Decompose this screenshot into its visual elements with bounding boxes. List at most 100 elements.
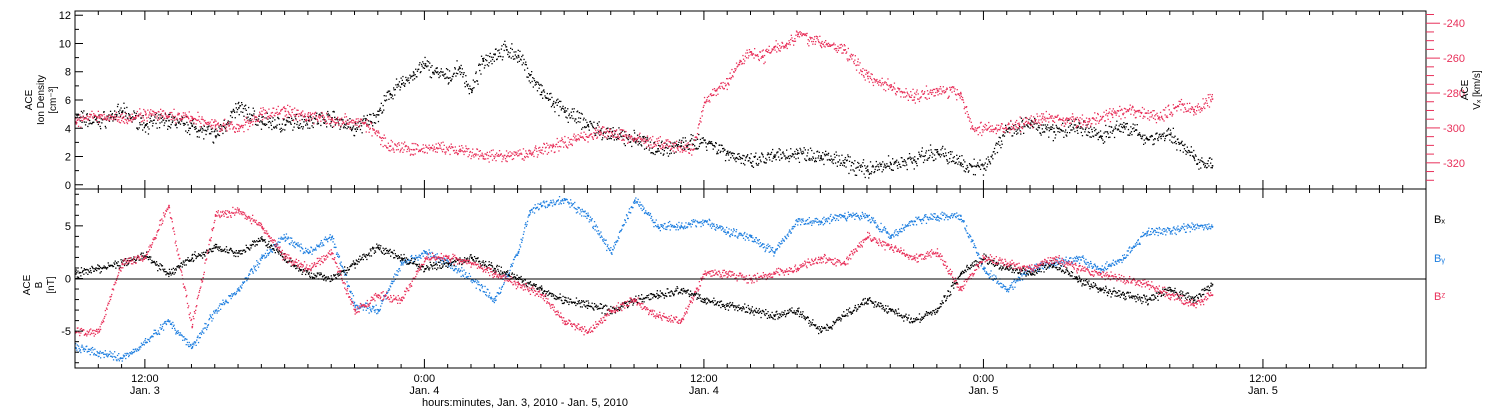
vx-point: [262, 107, 264, 109]
vx-point: [706, 96, 709, 99]
vx-point: [338, 119, 341, 121]
ion-density-point: [1000, 140, 1003, 142]
by-point: [261, 254, 263, 256]
ion-density-point: [426, 60, 428, 62]
vx-point: [1014, 124, 1016, 126]
vx-point: [1194, 106, 1197, 108]
ion-density-point: [1104, 131, 1106, 133]
by-point: [160, 324, 162, 326]
ion-density-point: [1097, 133, 1099, 135]
by-point: [242, 282, 244, 284]
by-point: [490, 298, 492, 300]
vx-point: [832, 43, 834, 46]
by-point: [260, 256, 263, 258]
by-point: [87, 350, 89, 353]
by-point: [201, 330, 203, 332]
vx-point: [236, 130, 239, 133]
by-point: [130, 353, 132, 355]
vx-point: [264, 109, 267, 112]
vx-point: [336, 118, 338, 120]
vx-point: [749, 51, 751, 53]
ion-density-point: [161, 116, 164, 118]
ion-density-point: [221, 125, 223, 127]
vx-point: [1120, 118, 1122, 120]
by-point: [277, 241, 279, 243]
vx-point: [708, 95, 710, 97]
ion-density-point-anchor: [529, 74, 531, 77]
ion-density-point: [327, 113, 329, 115]
vx-point: [720, 82, 723, 84]
ion-density-point: [427, 61, 430, 63]
ion-density-point: [1144, 134, 1146, 136]
by-point: [123, 356, 125, 358]
ion-density-point: [430, 77, 433, 79]
ion-density-point: [801, 153, 803, 155]
ion-density-point: [1112, 130, 1114, 132]
ion-density-point: [220, 124, 222, 126]
vx-point: [416, 148, 418, 150]
ion-density-point: [986, 163, 989, 165]
ion-density-point: [106, 115, 108, 117]
vx-point: [607, 130, 610, 133]
by-point: [503, 282, 505, 284]
vx-point: [624, 134, 626, 136]
vx-point: [933, 88, 936, 91]
ion-density-point: [362, 120, 364, 122]
ion-density-point: [521, 55, 523, 58]
ion-density-point: [432, 71, 434, 73]
ion-density-point: [222, 125, 225, 128]
by-point: [475, 287, 477, 289]
ion-density-point: [1201, 157, 1203, 159]
by-point: [93, 354, 95, 356]
ion-density-point: [373, 122, 375, 124]
vx-point: [493, 155, 495, 157]
vx-point: [625, 135, 628, 137]
vx-point: [861, 73, 863, 76]
ion-density-point: [733, 157, 735, 159]
ion-density-point: [328, 114, 331, 116]
vx-point: [167, 115, 169, 117]
by-point: [606, 245, 608, 248]
vx-point: [533, 149, 536, 151]
vx-point: [1210, 100, 1212, 103]
ion-density-point: [960, 165, 962, 167]
by-point: [604, 243, 607, 245]
vx-point: [367, 126, 370, 128]
vx-point: [1149, 116, 1151, 118]
ion-density-point: [670, 142, 672, 144]
ion-density-point: [1060, 129, 1063, 131]
ion-density-point-anchor: [307, 119, 310, 122]
vx-point: [1176, 110, 1178, 112]
vx-point: [349, 128, 351, 130]
ion-density-point: [1198, 161, 1201, 163]
vx-point: [263, 109, 265, 111]
vx-point: [539, 146, 541, 149]
vx-point: [674, 142, 676, 144]
vx-point: [216, 123, 218, 126]
ion-density-point: [150, 115, 152, 117]
by-point: [362, 306, 364, 308]
ion-density-point: [566, 117, 568, 119]
by-point: [269, 248, 271, 251]
ion-density-point-anchor: [983, 167, 985, 170]
ion-density-point: [653, 142, 656, 144]
ion-density-point: [232, 110, 234, 112]
ion-density-point: [252, 115, 254, 117]
ion-density-point: [921, 150, 923, 152]
by-point: [555, 202, 557, 204]
vx-point: [330, 119, 332, 121]
ion-density-point: [462, 76, 464, 78]
vx-point: [1189, 111, 1191, 113]
vx-point: [253, 115, 255, 117]
vx-point: [634, 137, 636, 139]
ion-density-point: [1116, 129, 1119, 131]
vx-point: [130, 121, 133, 123]
ion-density-point: [762, 154, 764, 156]
ion-density-point: [437, 71, 439, 73]
vx-point: [144, 111, 147, 113]
vx-point: [977, 127, 979, 129]
ion-density-point: [1168, 127, 1170, 130]
ion-density-point: [811, 149, 813, 152]
by-point: [100, 357, 102, 359]
vx-point: [236, 123, 238, 126]
